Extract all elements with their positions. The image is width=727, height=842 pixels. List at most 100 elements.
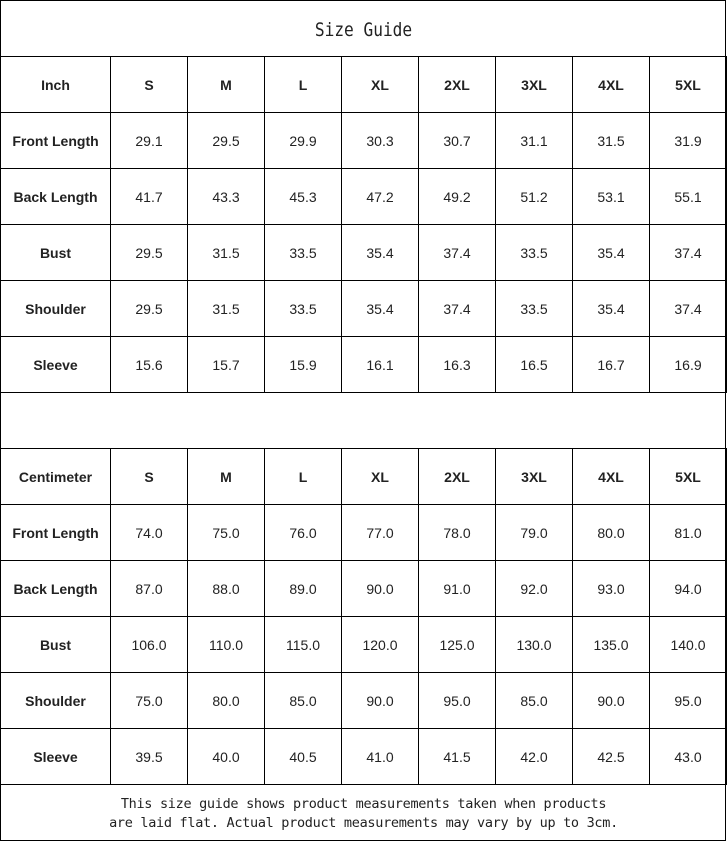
measurement-cell: 39.5 — [110, 728, 188, 785]
measurement-cell: 16.9 — [649, 336, 727, 393]
measurement-cell: 37.4 — [649, 224, 727, 281]
measurement-cell: 29.5 — [187, 112, 265, 169]
measurement-cell: 15.7 — [187, 336, 265, 393]
measurement-cell: 16.5 — [495, 336, 573, 393]
measurement-cell: 15.9 — [264, 336, 342, 393]
measurement-cell: 40.0 — [187, 728, 265, 785]
measurement-cell: 75.0 — [187, 504, 265, 561]
measurement-cell: 30.3 — [341, 112, 419, 169]
measurement-cell: 29.5 — [110, 280, 188, 337]
measurement-cell: 106.0 — [110, 616, 188, 673]
centimeter-size-table: Centimeter S M L XL 2XL 3XL 4XL 5XL Front Length 7… — [0, 448, 727, 785]
measurement-cell: 41.0 — [341, 728, 419, 785]
measurement-cell: 77.0 — [341, 504, 419, 561]
unit-label: Centimeter — [0, 448, 111, 505]
measurement-cell: 35.4 — [572, 280, 650, 337]
measurement-cell: 35.4 — [341, 224, 419, 281]
measurement-cell: 43.3 — [187, 168, 265, 225]
size-header-m: M — [187, 56, 265, 113]
measurement-cell: 130.0 — [495, 616, 573, 673]
measurement-cell: 35.4 — [572, 224, 650, 281]
size-header-s: S — [110, 448, 188, 505]
size-header-l: L — [264, 448, 342, 505]
size-header-2xl: 2XL — [418, 56, 496, 113]
size-header-m: M — [187, 448, 265, 505]
measurement-cell: 42.5 — [572, 728, 650, 785]
row-label: Front Length — [0, 112, 111, 169]
measurement-cell: 41.7 — [110, 168, 188, 225]
measurement-cell: 33.5 — [495, 280, 573, 337]
measurement-cell: 16.1 — [341, 336, 419, 393]
size-header-3xl: 3XL — [495, 448, 573, 505]
measurement-cell: 37.4 — [649, 280, 727, 337]
size-header-5xl: 5XL — [649, 448, 727, 505]
measurement-cell: 92.0 — [495, 560, 573, 617]
measurement-cell: 49.2 — [418, 168, 496, 225]
table-row: Sleeve 39.5 40.0 40.5 41.0 41.5 42.0 42.5 43.0 — [0, 728, 727, 785]
size-header-3xl: 3XL — [495, 56, 573, 113]
measurement-cell: 42.0 — [495, 728, 573, 785]
measurement-cell: 91.0 — [418, 560, 496, 617]
measurement-cell: 55.1 — [649, 168, 727, 225]
measurement-cell: 90.0 — [341, 672, 419, 729]
measurement-cell: 87.0 — [110, 560, 188, 617]
table-row: Shoulder 29.5 31.5 33.5 35.4 37.4 33.5 35.4 37.4 — [0, 280, 727, 337]
table-row: Bust 106.0 110.0 115.0 120.0 125.0 130.0 135.0 1… — [0, 616, 727, 673]
inch-size-table: Inch S M L XL 2XL 3XL 4XL 5XL Front Length 29.1 29.… — [0, 56, 727, 393]
measurement-cell: 74.0 — [110, 504, 188, 561]
size-header-4xl: 4XL — [572, 448, 650, 505]
measurement-cell: 95.0 — [649, 672, 727, 729]
measurement-cell: 35.4 — [341, 280, 419, 337]
row-label: Bust — [0, 224, 111, 281]
measurement-cell: 37.4 — [418, 224, 496, 281]
measurement-cell: 76.0 — [264, 504, 342, 561]
measurement-cell: 75.0 — [110, 672, 188, 729]
size-header-l: L — [264, 56, 342, 113]
measurement-cell: 16.3 — [418, 336, 496, 393]
measurement-cell: 94.0 — [649, 560, 727, 617]
measurement-cell: 29.9 — [264, 112, 342, 169]
table-row: Bust 29.5 31.5 33.5 35.4 37.4 33.5 35.4 37.4 — [0, 224, 727, 281]
measurement-cell: 115.0 — [264, 616, 342, 673]
size-header-5xl: 5XL — [649, 56, 727, 113]
measurement-cell: 37.4 — [418, 280, 496, 337]
measurement-cell: 88.0 — [187, 560, 265, 617]
measurement-cell: 80.0 — [572, 504, 650, 561]
page-title: Size Guide — [314, 19, 413, 41]
measurement-cell: 79.0 — [495, 504, 573, 561]
measurement-cell: 95.0 — [418, 672, 496, 729]
measurement-cell: 53.1 — [572, 168, 650, 225]
row-label: Shoulder — [0, 280, 111, 337]
measurement-cell: 31.1 — [495, 112, 573, 169]
row-label: Shoulder — [0, 672, 111, 729]
measurement-cell: 33.5 — [495, 224, 573, 281]
measurement-cell: 43.0 — [649, 728, 727, 785]
measurement-cell: 85.0 — [495, 672, 573, 729]
measurement-cell: 29.5 — [110, 224, 188, 281]
measurement-cell: 140.0 — [649, 616, 727, 673]
row-label: Sleeve — [0, 336, 111, 393]
measurement-cell: 47.2 — [341, 168, 419, 225]
measurement-cell: 51.2 — [495, 168, 573, 225]
measurement-cell: 89.0 — [264, 560, 342, 617]
row-label: Back Length — [0, 168, 111, 225]
size-header-xl: XL — [341, 56, 419, 113]
measurement-cell: 85.0 — [264, 672, 342, 729]
unit-label: Inch — [0, 56, 111, 113]
size-header-s: S — [110, 56, 188, 113]
row-label: Sleeve — [0, 728, 111, 785]
measurement-cell: 31.5 — [187, 280, 265, 337]
footer-line-2: are laid flat. Actual product measuremen… — [109, 815, 618, 831]
row-label: Back Length — [0, 560, 111, 617]
measurement-cell: 81.0 — [649, 504, 727, 561]
measurement-cell: 15.6 — [110, 336, 188, 393]
measurement-cell: 90.0 — [341, 560, 419, 617]
size-header-xl: XL — [341, 448, 419, 505]
measurement-cell: 93.0 — [572, 560, 650, 617]
measurement-cell: 31.5 — [572, 112, 650, 169]
measurement-cell: 33.5 — [264, 224, 342, 281]
row-label: Front Length — [0, 504, 111, 561]
table-row: Front Length 29.1 29.5 29.9 30.3 30.7 31.1 31.5… — [0, 112, 727, 169]
measurement-cell: 135.0 — [572, 616, 650, 673]
